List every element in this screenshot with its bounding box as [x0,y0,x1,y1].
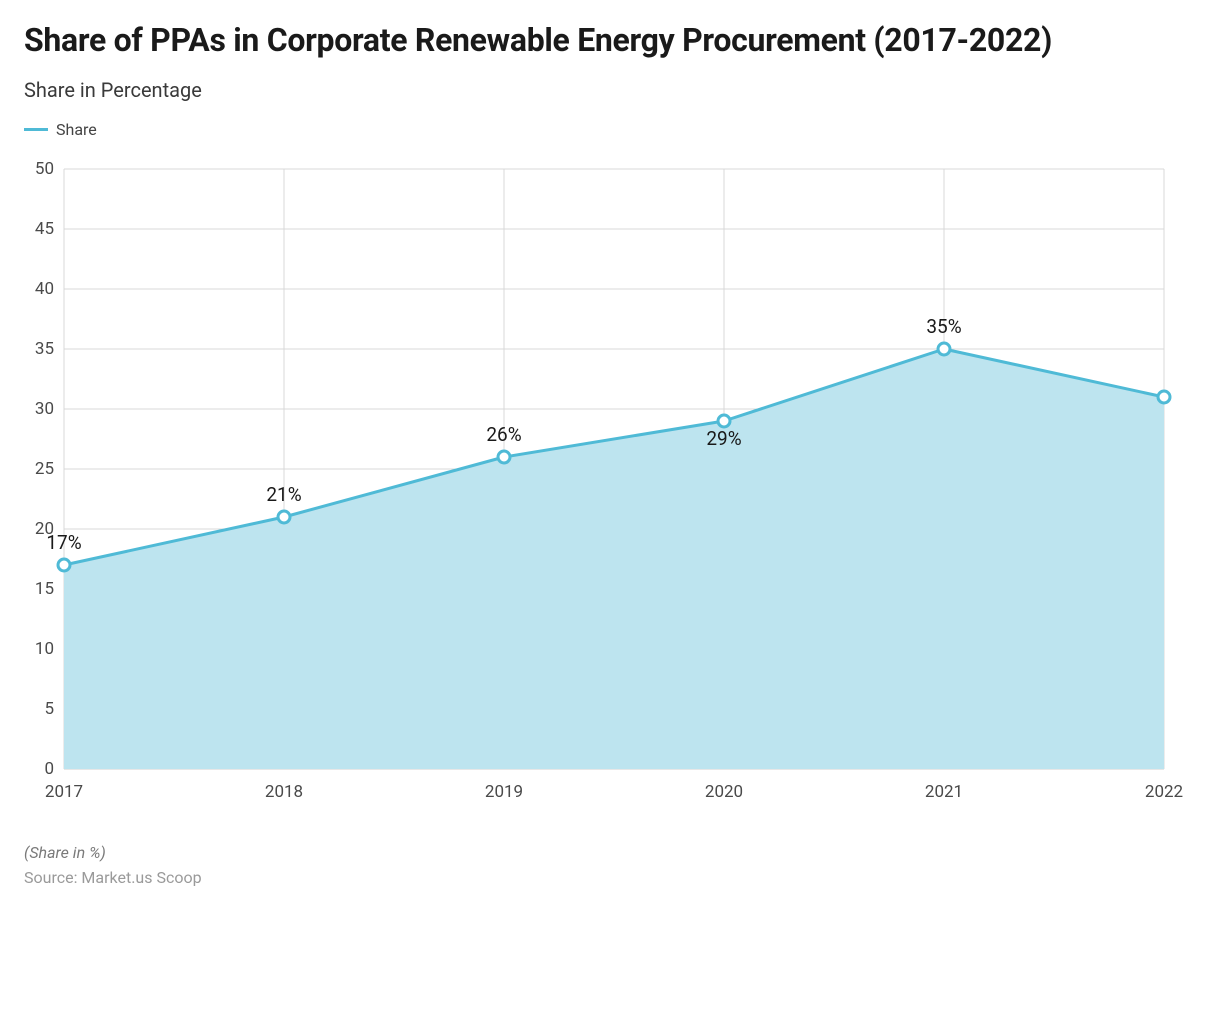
svg-text:15: 15 [35,579,54,599]
chart-container: Share of PPAs in Corporate Renewable Ene… [0,0,1220,1012]
svg-text:2022: 2022 [1145,782,1183,802]
chart-legend: Share [24,120,1196,139]
svg-text:30: 30 [35,399,54,419]
svg-text:40: 40 [35,279,54,299]
chart-svg: 0510152025303540455020172018201920202021… [24,161,1194,821]
chart-plot-area: 0510152025303540455020172018201920202021… [24,161,1194,821]
chart-footnote: (Share in %) [24,843,1196,862]
svg-text:0: 0 [44,759,54,779]
chart-source: Source: Market.us Scoop [24,868,1196,887]
svg-text:21%: 21% [266,483,301,506]
svg-text:2019: 2019 [485,782,523,802]
chart-title: Share of PPAs in Corporate Renewable Ene… [24,20,1104,60]
svg-text:50: 50 [35,161,54,179]
svg-text:26%: 26% [486,423,521,446]
chart-subtitle: Share in Percentage [24,78,1196,102]
svg-text:45: 45 [35,219,54,239]
svg-text:2017: 2017 [45,782,83,802]
svg-text:29%: 29% [706,427,741,450]
svg-text:2018: 2018 [265,782,303,802]
svg-text:5: 5 [44,699,54,719]
svg-text:10: 10 [35,639,54,659]
svg-text:25: 25 [35,459,54,479]
svg-text:35: 35 [35,339,54,359]
svg-text:2020: 2020 [705,782,743,802]
svg-text:17%: 17% [46,531,81,554]
legend-swatch-icon [24,128,48,131]
svg-text:2021: 2021 [925,782,963,802]
svg-text:35%: 35% [926,315,961,338]
legend-label: Share [56,120,97,139]
